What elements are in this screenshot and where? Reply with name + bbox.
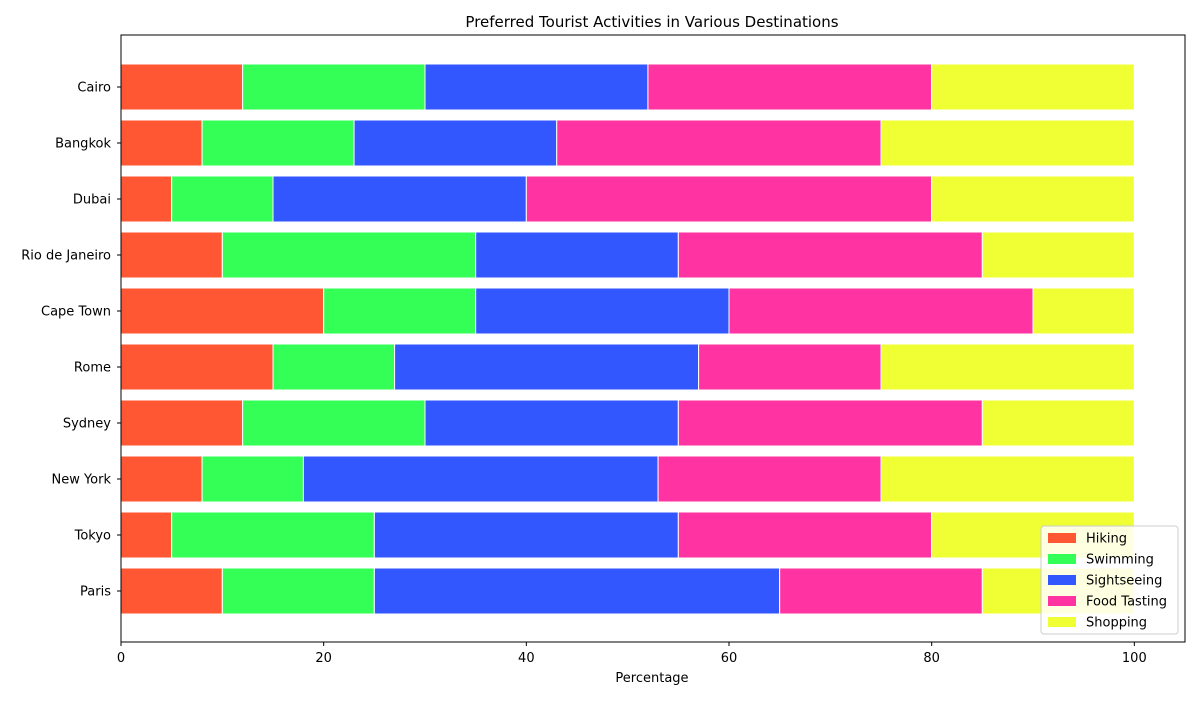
y-tick-label: Dubai (73, 193, 111, 208)
bar-hiking (120, 63, 244, 111)
bar-hiking (120, 343, 274, 391)
bar-shopping (880, 119, 1135, 167)
bar-hiking (120, 455, 203, 503)
bar-shopping (981, 399, 1135, 447)
bar-shopping (880, 455, 1135, 503)
bar-sightseeing (302, 455, 659, 503)
bar-shopping (981, 231, 1135, 279)
chart-title: Preferred Tourist Activities in Various … (465, 13, 838, 31)
legend-label: Swimming (1086, 553, 1154, 568)
bar-swimming (242, 399, 426, 447)
legend-label: Sightseeing (1086, 574, 1162, 589)
bar-hiking (120, 175, 173, 223)
x-tick-label: 80 (923, 651, 940, 666)
bar-swimming (171, 175, 274, 223)
bar-swimming (201, 119, 355, 167)
legend-box (1040, 525, 1179, 635)
bar-sightseeing (475, 231, 679, 279)
legend-label: Food Tasting (1086, 595, 1167, 610)
x-tick-label: 40 (518, 651, 535, 666)
x-tick-label: 20 (315, 651, 332, 666)
legend-swatch (1048, 617, 1076, 627)
bar-sightseeing (373, 567, 781, 615)
bar-sightseeing (353, 119, 558, 167)
bar-hiking (120, 231, 223, 279)
y-tick-label: Cairo (77, 81, 111, 96)
legend-swatch (1048, 575, 1076, 585)
bar-swimming (221, 567, 375, 615)
bar-sightseeing (272, 175, 527, 223)
y-tick-label: New York (51, 473, 111, 488)
bar-food-tasting (556, 119, 882, 167)
bar-sightseeing (424, 63, 649, 111)
y-tick-label: Tokyo (74, 529, 111, 544)
bar-food-tasting (728, 287, 1034, 335)
plot-frame (120, 34, 1186, 643)
x-axis-label: Percentage (615, 671, 688, 686)
bar-food-tasting (677, 231, 983, 279)
bar-food-tasting (525, 175, 933, 223)
y-tick-label: Sydney (63, 417, 111, 432)
bar-swimming (242, 63, 426, 111)
x-tick-label: 60 (721, 651, 738, 666)
bar-swimming (272, 343, 396, 391)
y-axis: Paris Tokyo New York Sydney Rome Cape Town Rio… (21, 81, 121, 600)
bar-food-tasting (657, 455, 882, 503)
x-tick-label: 100 (1122, 651, 1147, 666)
bar-food-tasting (779, 567, 983, 615)
bar-sightseeing (373, 511, 679, 559)
bar-hiking (120, 567, 223, 615)
bar-hiking (120, 119, 203, 167)
bar-shopping (880, 343, 1135, 391)
x-axis: 0 20 40 60 80 100 (117, 642, 1147, 666)
bar-shopping (1032, 287, 1135, 335)
y-tick-label: Rio de Janeiro (21, 249, 111, 264)
legend-swatch (1048, 554, 1076, 564)
y-tick-label: Rome (74, 361, 111, 376)
bar-sightseeing (424, 399, 679, 447)
y-tick-label: Paris (80, 585, 111, 600)
bar-shopping (931, 63, 1135, 111)
bar-swimming (221, 231, 477, 279)
bar-sightseeing (475, 287, 730, 335)
bar-food-tasting (677, 511, 933, 559)
y-tick-label: Bangkok (55, 137, 111, 152)
bar-swimming (171, 511, 375, 559)
y-tick-label: Cape Town (41, 305, 111, 320)
bar-food-tasting (698, 343, 882, 391)
x-tick-label: 0 (117, 651, 125, 666)
bar-swimming (201, 455, 304, 503)
bar-hiking (120, 399, 244, 447)
bar-hiking (120, 511, 173, 559)
legend-swatch (1048, 533, 1076, 543)
bar-shopping (931, 175, 1135, 223)
bar-swimming (323, 287, 477, 335)
legend-label: Hiking (1086, 532, 1127, 547)
bar-sightseeing (394, 343, 700, 391)
legend-swatch (1048, 596, 1076, 606)
bar-food-tasting (647, 63, 933, 111)
legend-label: Shopping (1086, 616, 1147, 631)
legend: Hiking Swimming Sightseeing Food Tasting Sho… (1040, 525, 1179, 635)
bar-food-tasting (677, 399, 983, 447)
bar-hiking (120, 287, 325, 335)
